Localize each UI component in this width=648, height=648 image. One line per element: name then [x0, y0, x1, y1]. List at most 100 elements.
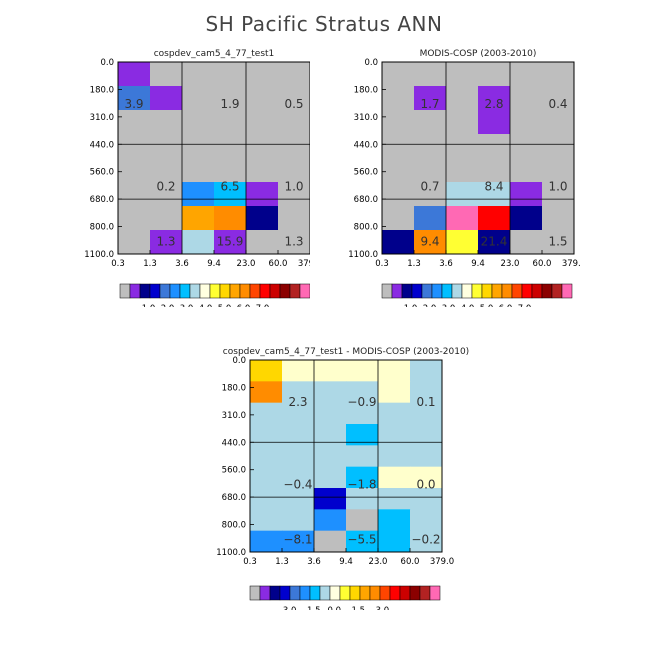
colorbar-label: 5.0 [218, 304, 232, 307]
y-tick-label: 440.0 [90, 140, 114, 150]
heatmap-cell [250, 360, 283, 382]
colorbar-swatch [279, 585, 291, 601]
heatmap-cell [182, 62, 215, 87]
heatmap-cell [382, 158, 415, 183]
panel-model: cospdev_cam5_4_77_test1 0.3 1.3 3.6 9.4 23.0 6… [84, 49, 310, 307]
colorbar-label: 0.0 [327, 606, 341, 610]
colorbar-label: 5.0 [480, 304, 494, 307]
heatmap-cell [378, 466, 411, 489]
heatmap-cell [478, 182, 511, 207]
colorbar-swatch [471, 283, 483, 299]
y-tick-label: 1100.0 [348, 250, 378, 260]
y-tick-label: 180.0 [354, 85, 378, 95]
heatmap-cell [314, 402, 347, 425]
heatmap-cell [282, 445, 315, 468]
heatmap-cell [278, 206, 310, 231]
x-tick-label: 23.0 [237, 259, 256, 269]
colorbar-swatch [551, 283, 563, 299]
heatmap-cell [378, 509, 411, 532]
heatmap-cell [410, 509, 443, 532]
heatmap-cell [378, 530, 411, 553]
group-total-label: −0.2 [411, 532, 440, 546]
heatmap-cell [282, 488, 315, 510]
heatmap-cell [150, 158, 183, 183]
heatmap-cell [378, 424, 411, 446]
heatmap-cell [542, 62, 575, 87]
heatmap-cell [282, 381, 315, 404]
heatmap-cell [414, 62, 447, 87]
heatmap-cell [346, 488, 379, 510]
group-total-label: −5.5 [347, 532, 376, 546]
heatmap-cell [118, 62, 151, 87]
heatmap-cell [446, 110, 479, 135]
y-tick-label: 440.0 [354, 140, 378, 150]
colorbar-swatch [189, 283, 201, 299]
heatmap-cell [510, 134, 543, 159]
colorbar-label: 6.0 [237, 304, 251, 307]
colorbar-swatch [119, 283, 131, 299]
group-total-label: 1.5 [548, 234, 567, 248]
colorbar-swatch [419, 585, 431, 601]
panel-title: MODIS-COSP (2003-2010) [420, 49, 537, 59]
colorbar-swatch [179, 283, 191, 299]
colorbar-swatch [269, 585, 281, 601]
colorbar-swatch [249, 585, 261, 601]
colorbar-swatch [421, 283, 433, 299]
group-total-label: 2.3 [288, 395, 307, 409]
heatmap-cell [250, 381, 283, 404]
colorbar-swatch [269, 283, 281, 299]
x-tick-label: 9.4 [207, 259, 221, 269]
colorbar-swatch [319, 585, 331, 601]
heatmap-cell [378, 360, 411, 382]
heatmap-cell [478, 134, 511, 159]
heatmap-cell [246, 110, 279, 135]
colorbar-swatch [129, 283, 141, 299]
colorbar-label: 2.0 [161, 304, 175, 307]
group-total-label: 1.0 [548, 179, 567, 193]
group-total-label: 15.9 [217, 234, 244, 248]
heatmap-cell [214, 110, 247, 135]
heatmap-cell [150, 134, 183, 159]
colorbar-label: 1.0 [142, 304, 156, 307]
heatmap-cell [250, 402, 283, 425]
x-tick-label: 3.6 [175, 259, 189, 269]
heatmap-cell [410, 360, 443, 382]
y-tick-label: 680.0 [90, 195, 114, 205]
y-tick-label: 440.0 [222, 438, 246, 448]
heatmap-cell [182, 134, 215, 159]
heatmap-cell [378, 381, 411, 404]
heatmap-cell [118, 158, 151, 183]
x-tick-label: 60.0 [533, 259, 552, 269]
colorbar-label: 2.0 [423, 304, 437, 307]
group-total-label: 1.3 [284, 234, 303, 248]
heatmap-cell [478, 230, 511, 255]
heatmap-cell [382, 230, 415, 255]
heatmap-cell [246, 230, 279, 255]
colorbar-swatch [199, 283, 211, 299]
colorbar-swatch [411, 283, 423, 299]
heatmap-cell [214, 62, 247, 87]
heatmap-cell [446, 206, 479, 231]
x-tick-label: 0.3 [111, 259, 125, 269]
colorbar-swatch [481, 283, 493, 299]
heatmap-cell [414, 230, 447, 255]
heatmap-cell [214, 158, 247, 183]
heatmap-cell [510, 86, 543, 111]
colorbar-swatch [299, 283, 310, 299]
heatmap-cell [542, 158, 575, 183]
y-tick-label: 560.0 [222, 466, 246, 476]
heatmap-cell [410, 488, 443, 510]
colorbar-swatch [349, 585, 361, 601]
colorbar-swatch [329, 585, 341, 601]
colorbar-swatch [259, 585, 271, 601]
heatmap-cell [382, 110, 415, 135]
colorbar-label: 4.0 [461, 304, 475, 307]
colorbar-swatch [511, 283, 523, 299]
heatmap-cell [542, 110, 575, 135]
heatmap-cell [542, 230, 575, 255]
group-total-label: 0.0 [416, 477, 435, 491]
heatmap-cell [314, 466, 347, 489]
y-tick-label: 180.0 [222, 383, 246, 393]
heatmap-cell [510, 62, 543, 87]
